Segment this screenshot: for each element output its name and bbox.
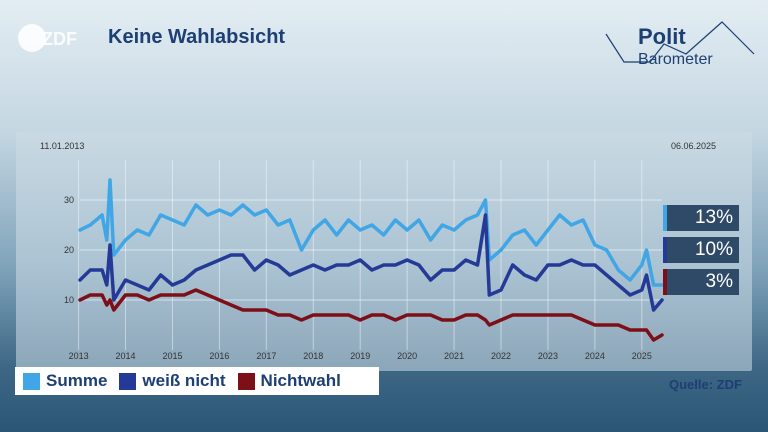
badge-weiss-nicht: 10%	[663, 237, 739, 263]
y-tick-label: 10	[64, 295, 74, 305]
badge-nichtwahl: 3%	[663, 269, 739, 295]
chart-legend: Summe weiß nicht Nichtwahl	[15, 367, 379, 395]
end-date: 06.06.2025	[671, 141, 717, 151]
badge-value: 13%	[694, 207, 733, 228]
legend-label: Nichtwahl	[260, 371, 341, 390]
badge-stripe	[663, 205, 667, 231]
x-tick-label: 2021	[444, 351, 464, 361]
chart-series	[78, 178, 664, 342]
legend-swatch	[119, 372, 137, 390]
x-tick-label: 2018	[303, 351, 323, 361]
legend-label: weiß nicht	[142, 371, 226, 390]
x-tick-label: 2017	[256, 351, 276, 361]
x-tick-label: 2023	[538, 351, 558, 361]
x-tick-label: 2015	[162, 351, 182, 361]
chart-grid	[78, 160, 662, 350]
x-tick-label: 2014	[116, 351, 136, 361]
x-tick-label: 2016	[209, 351, 229, 361]
source-label: Quelle: ZDF	[669, 377, 742, 392]
legend-item-weiss-nicht: weiß nicht	[119, 371, 226, 391]
legend-label: Summe	[46, 371, 108, 390]
series-weiss-nicht-line	[78, 213, 664, 312]
legend-swatch	[23, 372, 40, 390]
page-title: Keine Wahlabsicht	[108, 26, 286, 48]
x-tick-label: 2024	[585, 351, 605, 361]
x-tick-label: 2019	[350, 351, 370, 361]
badge-stripe	[663, 237, 667, 263]
x-axis-ticks: 2013 2014 2015 2016 2017 2018 2019 2020 2021 2022…	[69, 351, 652, 361]
legend-item-summe: Summe	[23, 371, 107, 391]
badge-stripe	[663, 269, 667, 295]
x-tick-label: 2013	[69, 351, 89, 361]
start-date: 11.01.2013	[40, 141, 85, 151]
y-axis-ticks: 10 20 30	[64, 195, 74, 305]
series-summe-line	[78, 178, 664, 287]
x-tick-label: 2025	[632, 351, 652, 361]
y-tick-label: 20	[64, 245, 74, 255]
badge-value: 3%	[705, 271, 733, 292]
legend-swatch	[237, 372, 255, 390]
y-tick-label: 30	[64, 195, 74, 205]
politbarometer-logo: Polit Barometer	[605, 21, 755, 68]
svg-text:ZDF: ZDF	[42, 29, 77, 49]
badge-value: 10%	[694, 239, 733, 260]
x-tick-label: 2020	[397, 351, 417, 361]
zdf-logo: ZDF	[18, 24, 77, 52]
svg-text:Polit: Polit	[638, 24, 686, 49]
svg-text:Barometer: Barometer	[638, 51, 713, 68]
series-nichtwahl-line	[78, 288, 664, 342]
badge-summe: 13%	[663, 205, 739, 231]
x-tick-label: 2022	[491, 351, 511, 361]
legend-item-nichtwahl: Nichtwahl	[237, 371, 341, 391]
